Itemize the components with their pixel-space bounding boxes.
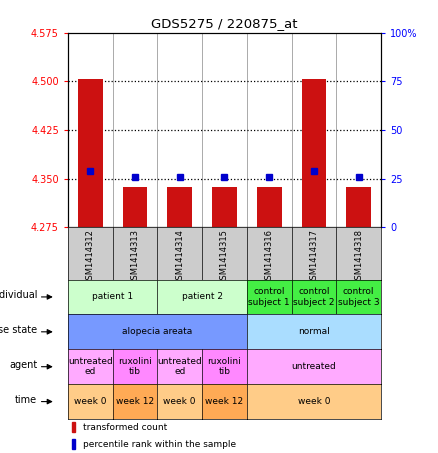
Bar	[212, 187, 237, 227]
Text: GSM1414315: GSM1414315	[220, 229, 229, 285]
Text: ruxolini
tib: ruxolini tib	[118, 357, 152, 376]
Text: GSM1414312: GSM1414312	[86, 229, 95, 285]
Bar	[167, 187, 192, 227]
Text: percentile rank within the sample: percentile rank within the sample	[83, 440, 237, 448]
Text: untreated: untreated	[292, 362, 336, 371]
Bar	[123, 187, 147, 227]
Text: week 0: week 0	[163, 397, 196, 406]
Text: GSM1414313: GSM1414313	[131, 229, 139, 285]
Bar	[257, 187, 282, 227]
Bar	[78, 79, 102, 227]
Bar	[346, 187, 371, 227]
Text: week 12: week 12	[205, 397, 244, 406]
Bar	[72, 439, 74, 449]
Text: week 0: week 0	[298, 397, 330, 406]
Text: control
subject 3: control subject 3	[338, 287, 379, 307]
Text: week 12: week 12	[116, 397, 154, 406]
Text: control
subject 1: control subject 1	[248, 287, 290, 307]
Bar	[72, 422, 74, 432]
Text: untreated
ed: untreated ed	[68, 357, 113, 376]
Text: untreated
ed: untreated ed	[157, 357, 202, 376]
Text: agent: agent	[9, 360, 37, 370]
Text: transformed count: transformed count	[83, 423, 168, 432]
Text: week 0: week 0	[74, 397, 106, 406]
Text: GSM1414314: GSM1414314	[175, 229, 184, 285]
Text: patient 2: patient 2	[182, 293, 223, 301]
Text: individual: individual	[0, 290, 37, 300]
Text: time: time	[15, 395, 37, 405]
Text: disease state: disease state	[0, 325, 37, 335]
Text: normal: normal	[298, 328, 330, 336]
Text: alopecia areata: alopecia areata	[122, 328, 192, 336]
Text: ruxolini
tib: ruxolini tib	[208, 357, 241, 376]
Text: control
subject 2: control subject 2	[293, 287, 335, 307]
Text: GSM1414316: GSM1414316	[265, 229, 274, 285]
Bar	[302, 79, 326, 227]
Text: GSM1414317: GSM1414317	[310, 229, 318, 285]
Text: GSM1414318: GSM1414318	[354, 229, 363, 285]
Title: GDS5275 / 220875_at: GDS5275 / 220875_at	[151, 17, 298, 30]
Text: patient 1: patient 1	[92, 293, 133, 301]
